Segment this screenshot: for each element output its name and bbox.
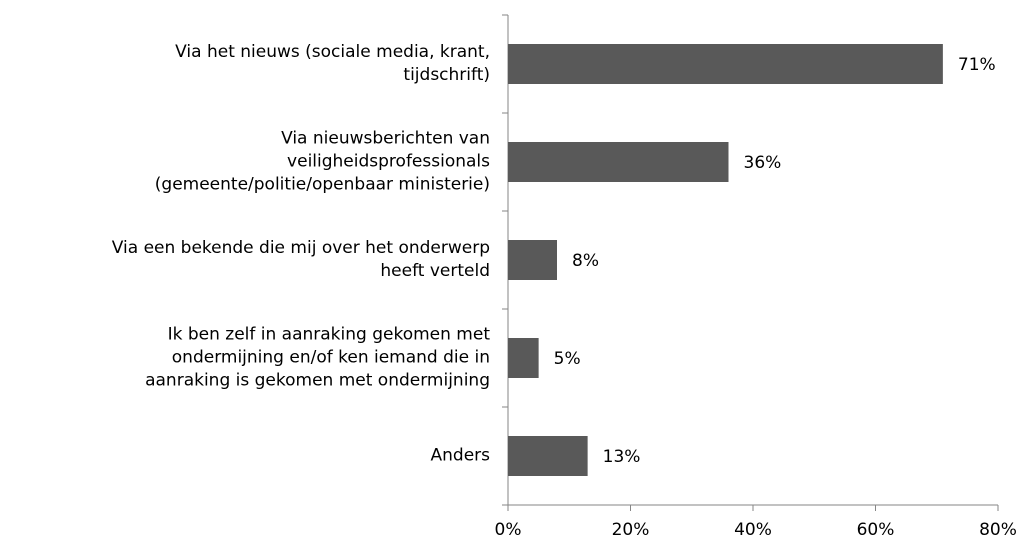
category-label: Anders xyxy=(430,445,491,466)
value-label: 8% xyxy=(572,251,599,271)
x-tick-label: 0% xyxy=(495,520,522,540)
x-tick-label: 20% xyxy=(612,520,650,540)
category-label: Ik ben zelf in aanraking gekomen met ond… xyxy=(145,324,490,391)
category-label: Via nieuwsberichten van veiligheidsprofe… xyxy=(154,128,490,195)
value-label: 13% xyxy=(603,447,641,467)
x-tick-label: 80% xyxy=(979,520,1017,540)
bar xyxy=(508,142,729,182)
category-label: Via een bekende die mij over het onderwe… xyxy=(111,238,490,281)
bar xyxy=(508,44,943,84)
category-label: Via het nieuws (sociale media, krant, ti… xyxy=(175,42,490,85)
bar xyxy=(508,338,539,378)
value-label: 5% xyxy=(554,349,581,369)
x-tick-label: 60% xyxy=(857,520,895,540)
value-label: 71% xyxy=(958,55,996,75)
bar xyxy=(508,240,557,280)
bar xyxy=(508,436,588,476)
x-tick-label: 40% xyxy=(734,520,772,540)
value-label: 36% xyxy=(744,153,782,173)
